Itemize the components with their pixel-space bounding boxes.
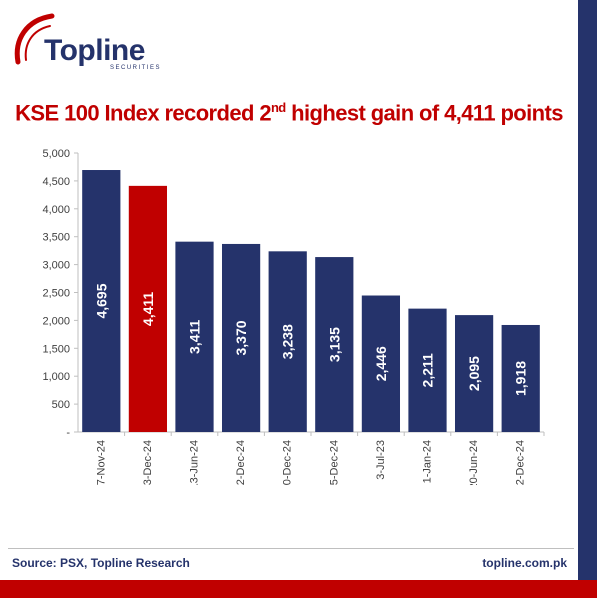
y-tick-label: 2,500 xyxy=(42,288,70,300)
logo-swoosh-icon xyxy=(14,13,55,65)
bar xyxy=(268,251,307,432)
x-tick-label: 2-Dec-24 xyxy=(515,440,527,485)
title-superscript: nd xyxy=(270,100,286,115)
title-suffix: highest gain of 4,411 points xyxy=(285,100,563,126)
bar-value-label: 2,446 xyxy=(373,346,389,381)
bar-value-label: 4,411 xyxy=(140,292,156,326)
y-tick-label: 4,500 xyxy=(42,176,70,188)
bar xyxy=(361,295,401,432)
y-tick-label: 3,500 xyxy=(42,232,70,244)
bar xyxy=(221,243,261,432)
title-prefix: KSE 100 Index recorded 2 xyxy=(15,100,271,126)
bar-value-label: 3,370 xyxy=(233,320,249,355)
chart-title: KSE 100 Index recorded 2nd highest gain … xyxy=(0,100,578,126)
bar xyxy=(501,324,540,432)
x-tick-label: 20-Jun-24 xyxy=(468,440,480,485)
bar xyxy=(82,170,121,433)
y-tick-label: 2,000 xyxy=(42,315,70,327)
bar xyxy=(454,315,494,432)
bar-value-label: 3,238 xyxy=(280,324,296,359)
y-tick-label: 5,000 xyxy=(42,148,70,160)
y-tick-label: 500 xyxy=(52,399,70,411)
bar xyxy=(175,241,214,432)
bar xyxy=(408,308,447,432)
right-accent-bar xyxy=(578,0,597,598)
logo-wordmark: Topline xyxy=(44,34,145,67)
y-tick-label: 1,500 xyxy=(42,343,70,355)
x-tick-label: 23-Dec-24 xyxy=(142,440,154,485)
bar-chart: - 500 1,000 1,500 2,000 2,500 3,000 3,500 4,000 4… xyxy=(42,148,545,485)
x-tick-label: 13-Jun-24 xyxy=(189,440,201,485)
x-tick-label: 1-Jan-24 xyxy=(422,440,434,483)
bottom-accent-bar xyxy=(0,580,597,598)
x-tick-label: 3-Jul-23 xyxy=(375,440,387,480)
bar-value-label: 3,135 xyxy=(326,327,342,362)
y-tick-label: 1,000 xyxy=(42,371,70,383)
bar xyxy=(128,185,168,432)
y-tick-label: - xyxy=(66,427,70,439)
website-link[interactable]: topline.com.pk xyxy=(482,556,567,570)
y-tick-label: 4,000 xyxy=(42,204,70,216)
bar-value-label: 2,211 xyxy=(420,353,436,387)
y-tick-label: 3,000 xyxy=(42,260,70,272)
x-tick-label: 5-Dec-24 xyxy=(328,440,340,485)
logo-tagline: SECURITIES xyxy=(110,65,162,71)
x-tick-label: 27-Nov-24 xyxy=(95,440,107,485)
bar xyxy=(315,257,354,432)
source-note: Source: PSX, Topline Research xyxy=(12,556,190,570)
bar-value-label: 4,695 xyxy=(93,283,109,318)
x-tick-label: 12-Dec-24 xyxy=(235,440,247,485)
bar-value-label: 3,411 xyxy=(187,319,203,353)
bar-value-label: 2,095 xyxy=(466,356,482,391)
topline-logo: Topline SECURITIES xyxy=(12,10,162,75)
footer-divider xyxy=(8,548,574,549)
bar-value-label: 1,918 xyxy=(513,361,529,396)
x-tick-label: 20-Dec-24 xyxy=(282,440,294,485)
